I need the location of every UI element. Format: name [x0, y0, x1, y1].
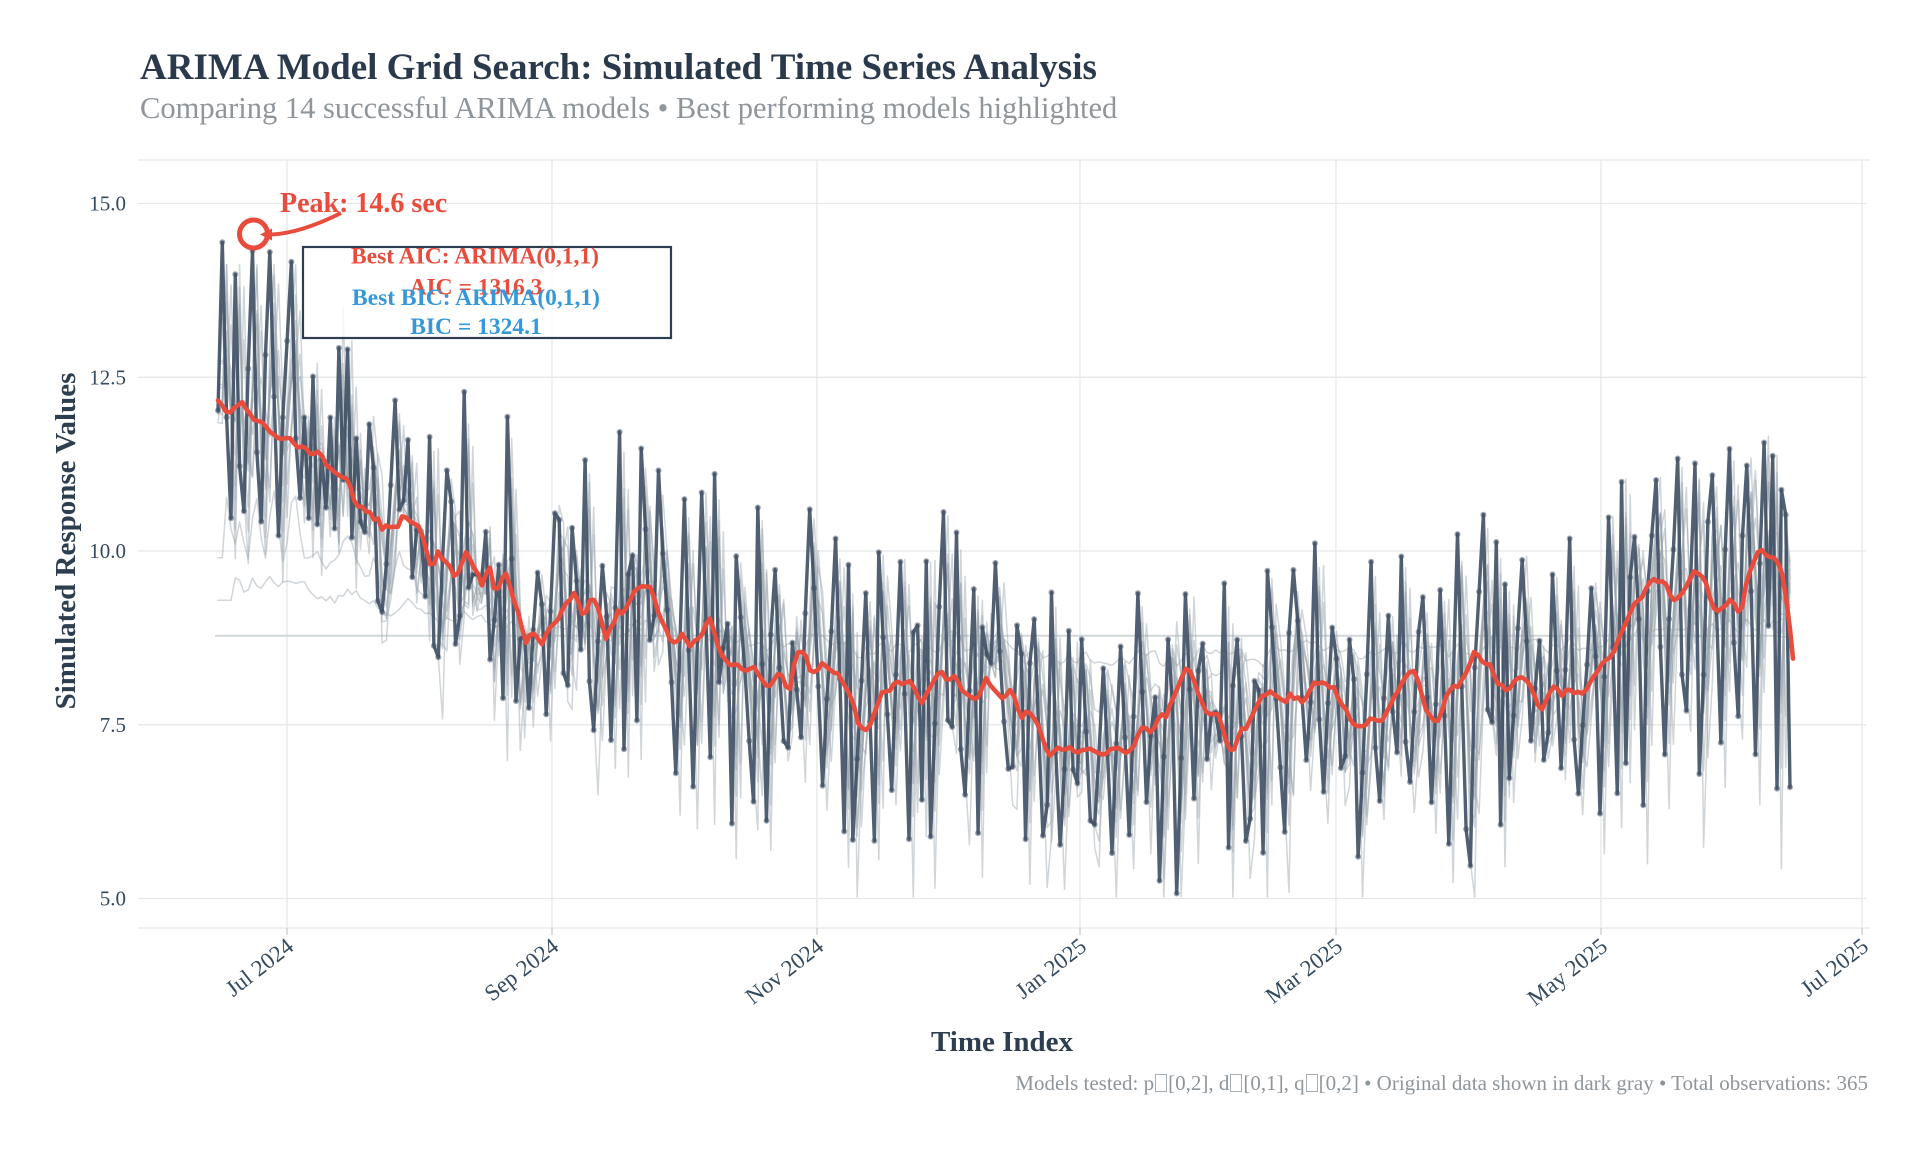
svg-text:15.0: 15.0 [89, 192, 126, 216]
svg-text:Jan 2025: Jan 2025 [1011, 933, 1091, 1003]
svg-text:May 2025: May 2025 [1523, 933, 1612, 1011]
svg-text:Sep 2024: Sep 2024 [480, 933, 564, 1006]
svg-text:7.5: 7.5 [100, 713, 126, 737]
svg-text:10.0: 10.0 [89, 539, 126, 563]
svg-text:12.5: 12.5 [89, 365, 126, 389]
svg-text:Peak: 14.6 sec: Peak: 14.6 sec [280, 188, 447, 219]
svg-text:Best BIC: ARIMA(0,1,1): Best BIC: ARIMA(0,1,1) [352, 285, 600, 311]
svg-text:Jul 2025: Jul 2025 [1796, 933, 1873, 1001]
svg-text:Time Index: Time Index [931, 1026, 1074, 1058]
svg-text:Simulated Response Values: Simulated Response Values [50, 373, 82, 710]
svg-text:5.0: 5.0 [100, 887, 126, 911]
svg-text:BIC = 1324.1: BIC = 1324.1 [410, 314, 542, 340]
svg-text:Mar 2025: Mar 2025 [1261, 933, 1347, 1008]
svg-text:Best AIC: ARIMA(0,1,1): Best AIC: ARIMA(0,1,1) [351, 244, 599, 270]
svg-text:AIC = 1316.3: AIC = 1316.3 [410, 275, 543, 301]
svg-text:Jul 2024: Jul 2024 [221, 933, 299, 1001]
svg-text:Nov 2024: Nov 2024 [741, 933, 829, 1009]
